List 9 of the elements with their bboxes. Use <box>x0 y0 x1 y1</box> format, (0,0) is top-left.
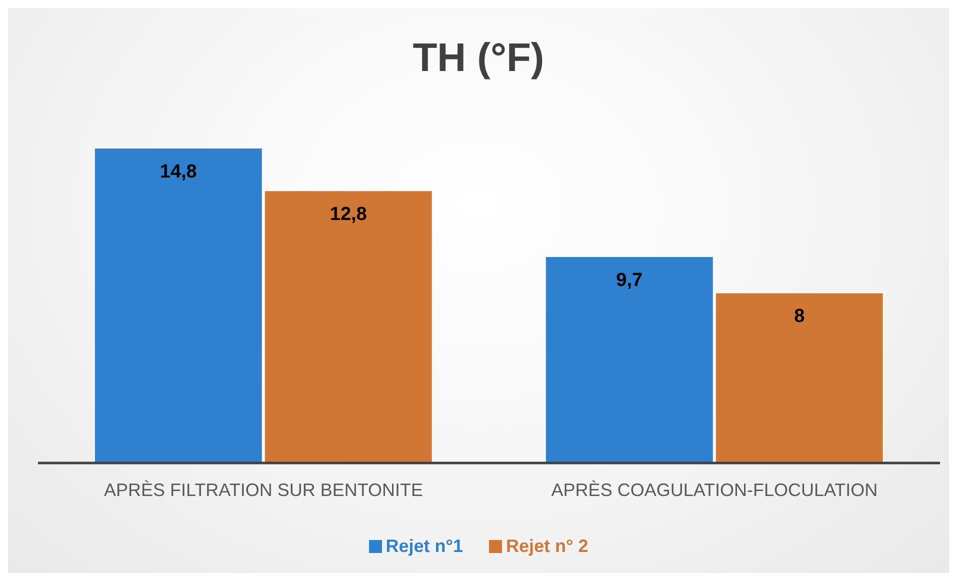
data-label: 12,8 <box>330 204 367 226</box>
data-label: 14,8 <box>160 161 197 182</box>
x-tick-label: APRÈS FILTRATION SUR BENTONITE <box>104 480 424 500</box>
x-tick-label: APRÈS COAGULATION-FLOCULATION <box>551 480 878 500</box>
text: Rejet n°1 <box>386 536 463 557</box>
data-label: 9,7 <box>616 270 643 292</box>
chart-title: TH (°F) <box>412 36 546 81</box>
legend-label: Rejet n° 2 <box>506 536 588 557</box>
data-label: 8 <box>794 306 805 328</box>
